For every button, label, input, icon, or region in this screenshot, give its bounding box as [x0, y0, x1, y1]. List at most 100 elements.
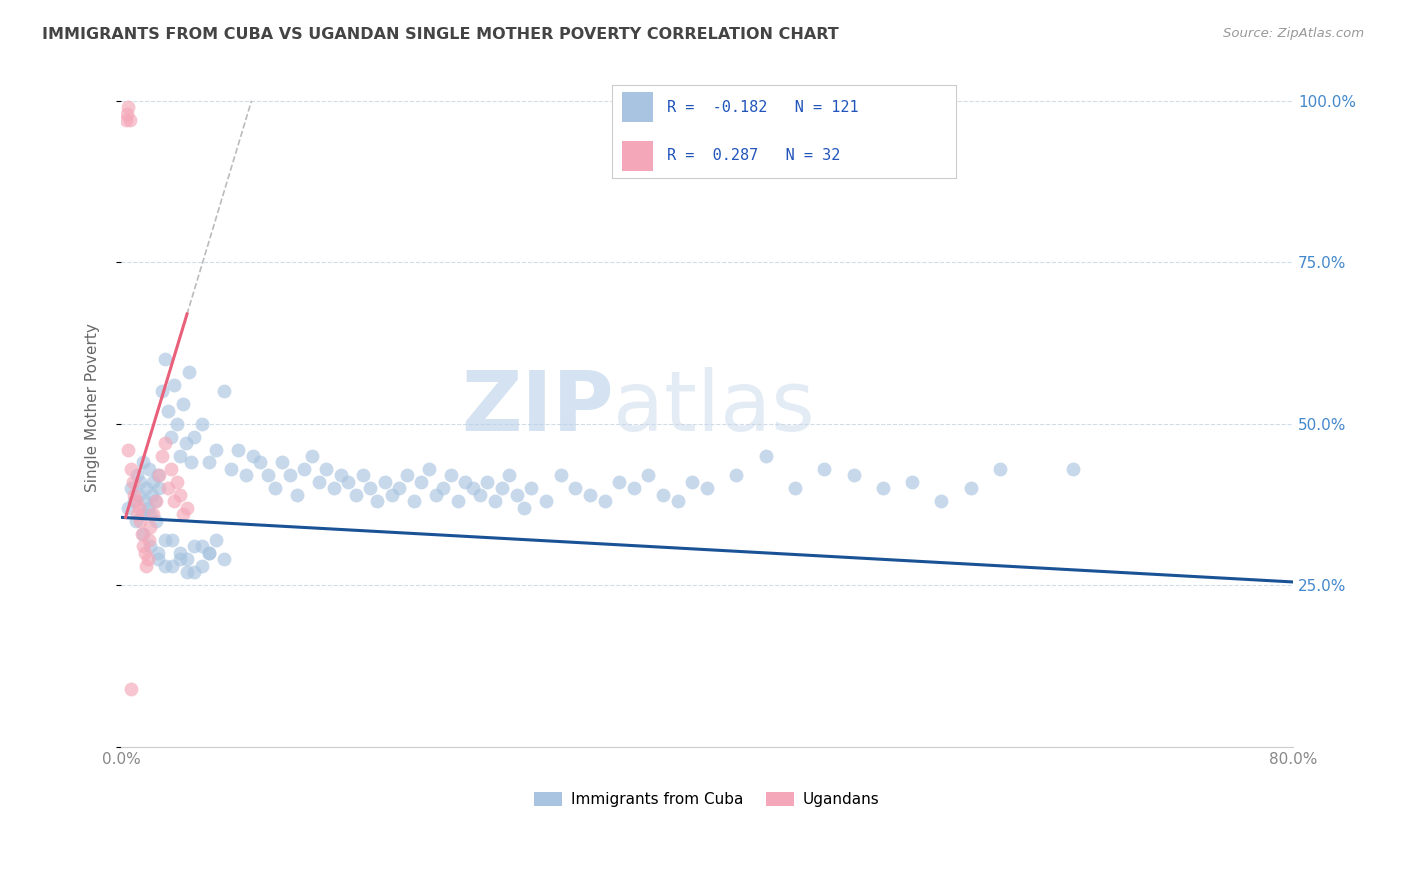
- Point: [308, 475, 330, 489]
- Point: [124, 494, 146, 508]
- Point: [593, 494, 616, 508]
- Point: [150, 449, 173, 463]
- Point: [432, 481, 454, 495]
- Point: [337, 475, 360, 489]
- Bar: [621, 141, 652, 171]
- Point: [139, 520, 162, 534]
- Point: [177, 365, 200, 379]
- Point: [842, 468, 865, 483]
- Point: [169, 552, 191, 566]
- Point: [198, 546, 221, 560]
- Point: [322, 481, 344, 495]
- Point: [153, 558, 176, 573]
- Text: R =  0.287   N = 32: R = 0.287 N = 32: [666, 148, 841, 163]
- Point: [121, 475, 143, 489]
- Point: [198, 546, 221, 560]
- Point: [301, 449, 323, 463]
- Point: [352, 468, 374, 483]
- Point: [145, 494, 167, 508]
- Point: [579, 488, 602, 502]
- Point: [461, 481, 484, 495]
- Point: [132, 455, 155, 469]
- Point: [190, 540, 212, 554]
- Point: [166, 475, 188, 489]
- Point: [637, 468, 659, 483]
- Point: [128, 488, 150, 502]
- Point: [256, 468, 278, 483]
- Point: [264, 481, 287, 495]
- Point: [132, 540, 155, 554]
- Point: [344, 488, 367, 502]
- Point: [117, 100, 139, 114]
- Point: [146, 552, 169, 566]
- Point: [114, 113, 136, 128]
- Point: [138, 533, 160, 547]
- Point: [169, 546, 191, 560]
- Point: [162, 558, 184, 573]
- Point: [235, 468, 257, 483]
- Point: [931, 494, 953, 508]
- Point: [153, 533, 176, 547]
- Bar: [621, 92, 652, 122]
- Point: [491, 481, 513, 495]
- Point: [115, 106, 138, 120]
- Point: [725, 468, 748, 483]
- Point: [183, 430, 205, 444]
- Point: [783, 481, 806, 495]
- Point: [484, 494, 506, 508]
- Point: [292, 462, 315, 476]
- Point: [901, 475, 924, 489]
- Point: [117, 500, 139, 515]
- Point: [205, 442, 228, 457]
- Point: [120, 681, 142, 696]
- Point: [138, 462, 160, 476]
- Point: [125, 514, 148, 528]
- Point: [404, 494, 426, 508]
- Point: [162, 533, 184, 547]
- Point: [623, 481, 645, 495]
- Point: [142, 507, 165, 521]
- Point: [278, 468, 301, 483]
- Point: [454, 475, 477, 489]
- Point: [174, 436, 197, 450]
- Point: [183, 540, 205, 554]
- Point: [166, 417, 188, 431]
- Point: [652, 488, 675, 502]
- Point: [163, 494, 186, 508]
- Point: [329, 468, 352, 483]
- Point: [127, 507, 149, 521]
- Point: [139, 540, 162, 554]
- Point: [169, 449, 191, 463]
- Point: [381, 488, 404, 502]
- Point: [1062, 462, 1084, 476]
- Point: [134, 546, 156, 560]
- Point: [755, 449, 778, 463]
- Point: [447, 494, 470, 508]
- Point: [134, 494, 156, 508]
- Point: [176, 566, 198, 580]
- Legend: Immigrants from Cuba, Ugandans: Immigrants from Cuba, Ugandans: [529, 787, 886, 814]
- Point: [198, 455, 221, 469]
- Point: [172, 507, 194, 521]
- Point: [212, 384, 235, 399]
- Point: [143, 494, 166, 508]
- Point: [160, 430, 183, 444]
- Point: [411, 475, 433, 489]
- Point: [129, 514, 152, 528]
- Point: [212, 552, 235, 566]
- Point: [219, 462, 242, 476]
- Point: [813, 462, 835, 476]
- Point: [418, 462, 440, 476]
- Point: [124, 488, 146, 502]
- Text: Source: ZipAtlas.com: Source: ZipAtlas.com: [1223, 27, 1364, 40]
- Point: [176, 552, 198, 566]
- Point: [118, 113, 141, 128]
- Point: [249, 455, 271, 469]
- Point: [681, 475, 703, 489]
- Point: [148, 481, 170, 495]
- Point: [395, 468, 418, 483]
- Point: [359, 481, 381, 495]
- Point: [534, 494, 557, 508]
- Point: [228, 442, 250, 457]
- Point: [988, 462, 1011, 476]
